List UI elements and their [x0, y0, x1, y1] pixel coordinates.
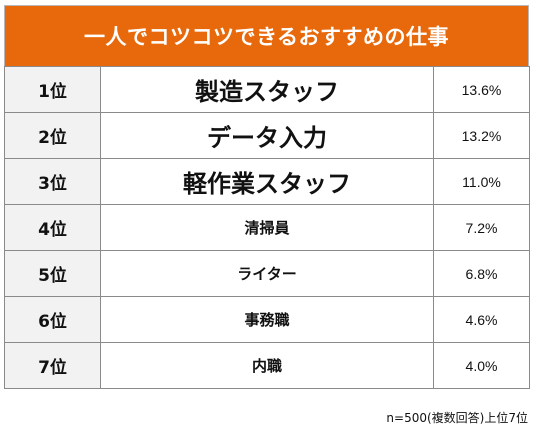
ranking-table: 1位 製造スタッフ 13.6% 2位 データ入力 13.2% 3位 軽作業スタッ… — [4, 66, 530, 389]
job-cell: 事務職 — [100, 296, 434, 343]
table-row: 5位 ライター 6.8% — [4, 250, 530, 297]
job-cell: 清掃員 — [100, 204, 434, 251]
rank-cell: 6位 — [4, 296, 101, 343]
job-cell: データ入力 — [100, 112, 434, 159]
rank-cell: 2位 — [4, 112, 101, 159]
table-row: 6位 事務職 4.6% — [4, 296, 530, 343]
rank-cell: 1位 — [4, 66, 101, 113]
job-cell: 内職 — [100, 342, 434, 389]
job-cell: 軽作業スタッフ — [100, 158, 434, 205]
ranking-table-container: 一人でコツコツできるおすすめの仕事 1位 製造スタッフ 13.6% 2位 データ… — [4, 5, 530, 389]
rank-cell: 3位 — [4, 158, 101, 205]
table-row: 3位 軽作業スタッフ 11.0% — [4, 158, 530, 205]
table-row: 4位 清掃員 7.2% — [4, 204, 530, 251]
percent-cell: 6.8% — [433, 250, 530, 297]
percent-cell: 7.2% — [433, 204, 530, 251]
rank-cell: 5位 — [4, 250, 101, 297]
job-cell: ライター — [100, 250, 434, 297]
table-row: 7位 内職 4.0% — [4, 342, 530, 389]
percent-cell: 13.6% — [433, 66, 530, 113]
table-row: 2位 データ入力 13.2% — [4, 112, 530, 159]
rank-cell: 7位 — [4, 342, 101, 389]
percent-cell: 11.0% — [433, 158, 530, 205]
table-title: 一人でコツコツできるおすすめの仕事 — [4, 5, 529, 66]
percent-cell: 4.0% — [433, 342, 530, 389]
rank-cell: 4位 — [4, 204, 101, 251]
table-row: 1位 製造スタッフ 13.6% — [4, 66, 530, 113]
percent-cell: 13.2% — [433, 112, 530, 159]
job-cell: 製造スタッフ — [100, 66, 434, 113]
percent-cell: 4.6% — [433, 296, 530, 343]
sample-note: n=500(複数回答)上位7位 — [386, 411, 528, 425]
